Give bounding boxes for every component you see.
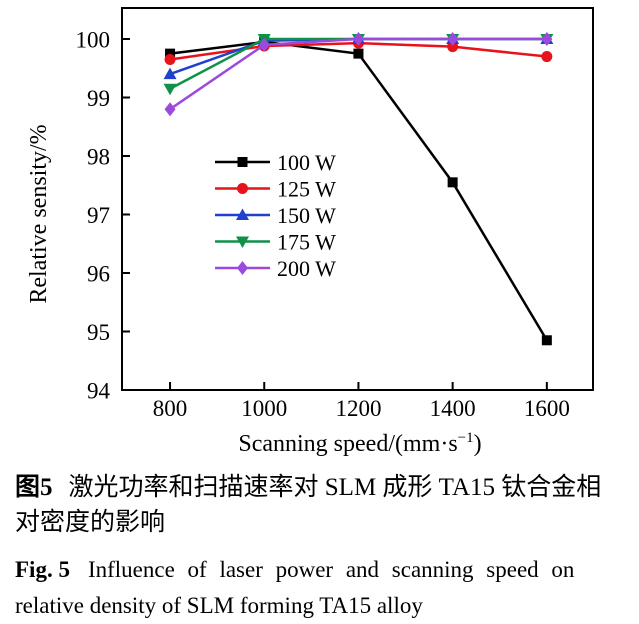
x-tick-label: 1600 <box>524 396 570 421</box>
marker-175-w <box>163 83 177 96</box>
x-tick-label: 1400 <box>430 396 476 421</box>
y-axis-label: Relative sensity/% <box>26 124 52 303</box>
caption-chinese-line2: 对密度的影响 <box>15 509 166 536</box>
marker-200-w <box>541 32 553 47</box>
legend-label-100-w: 100 W <box>277 150 336 175</box>
figure-number-cn: 图5 <box>15 474 53 501</box>
legend-label-125-w: 125 W <box>277 177 336 202</box>
marker-100-w <box>165 48 176 59</box>
x-axis-label-main: Scanning speed/(mm·s <box>238 431 457 457</box>
x-tick-label: 800 <box>153 396 188 421</box>
line-100-w <box>169 40 548 341</box>
marker-150-w <box>163 67 177 80</box>
caption-english: Fig. 5 Influence of laser power and scann… <box>15 552 624 624</box>
y-tick-label: 96 <box>87 262 110 287</box>
legend-marker-175-w <box>236 236 249 248</box>
marker-200-w <box>352 32 364 47</box>
caption-english-line2: relative density of SLM forming TA15 all… <box>15 593 423 618</box>
legend-marker-150-w <box>236 208 249 220</box>
legend-label-175-w: 175 W <box>277 230 336 255</box>
marker-125-w <box>164 53 176 65</box>
caption-english-line1: Influence of laser power and scanning sp… <box>87 557 575 582</box>
figure-number-en: Fig. 5 <box>15 557 70 582</box>
marker-125-w <box>541 51 553 63</box>
x-axis-label-superscript: −1 <box>458 430 474 446</box>
caption-chinese-line1: 激光功率和扫描速率对 SLM 成形 TA15 钛合金相 <box>68 474 602 501</box>
legend-label-200-w: 200 W <box>277 256 336 281</box>
legend-marker-125-w <box>237 183 248 194</box>
plot-frame <box>121 7 594 391</box>
marker-200-w <box>164 102 176 117</box>
y-tick-label: 99 <box>87 86 110 111</box>
x-tick-label: 1200 <box>335 396 381 421</box>
legend-marker-200-w <box>237 261 248 275</box>
x-axis-label: Scanning speed/(mm·s−1) <box>238 430 481 457</box>
legend-marker-100-w <box>237 157 248 167</box>
marker-200-w <box>447 32 459 47</box>
x-axis-label-close: ) <box>474 431 482 457</box>
marker-100-w <box>541 335 552 346</box>
marker-100-w <box>353 48 364 59</box>
marker-200-w <box>258 37 270 52</box>
y-tick-label: 94 <box>87 379 111 404</box>
y-tick-label: 100 <box>76 28 111 53</box>
marker-100-w <box>447 177 458 188</box>
y-tick-label: 97 <box>87 203 110 228</box>
caption-chinese: 图5 激光功率和扫描速率对 SLM 成形 TA15 钛合金相对密度的影响 <box>15 470 624 540</box>
legend-label-150-w: 150 W <box>277 203 336 228</box>
x-tick-label: 1000 <box>241 396 287 421</box>
y-tick-label: 95 <box>87 320 110 345</box>
y-tick-label: 98 <box>87 145 110 170</box>
